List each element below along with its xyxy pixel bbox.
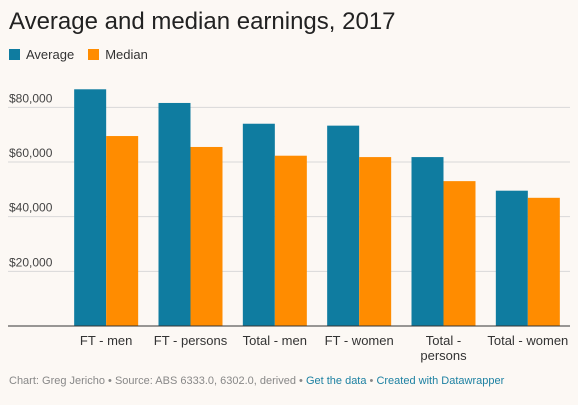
bar-average-0 xyxy=(74,89,107,326)
bar-median-5 xyxy=(527,197,560,326)
get-data-link[interactable]: Get the data xyxy=(305,375,367,387)
legend-item-average: Average xyxy=(9,47,74,62)
bar-median-2 xyxy=(274,155,307,326)
bar-median-4 xyxy=(443,181,476,326)
x-tick-label: FT - women xyxy=(325,333,394,348)
x-tick-label: Total - men xyxy=(243,333,307,348)
legend-swatch-median xyxy=(88,49,100,60)
bar-average-5 xyxy=(495,190,528,326)
x-tick-label: Total - women xyxy=(487,333,568,348)
bar-median-1 xyxy=(190,146,223,326)
chart-footer: Chart: Greg Jericho • Source: ABS 6333.0… xyxy=(9,375,504,387)
legend: Average Median xyxy=(9,47,162,62)
bar-average-2 xyxy=(242,123,275,326)
bar-average-4 xyxy=(411,157,444,326)
y-tick-label: $80,000 xyxy=(9,91,53,105)
created-with-link[interactable]: Created with Datawrapper xyxy=(376,375,505,387)
x-tick-label: FT - men xyxy=(80,333,133,348)
footer-separator: • xyxy=(366,375,377,387)
y-tick-label: $40,000 xyxy=(9,201,53,215)
legend-swatch-average xyxy=(9,49,20,60)
legend-label-median: Median xyxy=(105,47,148,62)
y-tick-label: $20,000 xyxy=(9,255,53,269)
footer-credit: Chart: Greg Jericho • Source: ABS 6333.0… xyxy=(9,375,306,387)
x-tick-label: FT - persons xyxy=(154,333,228,348)
bar-median-3 xyxy=(359,157,392,326)
legend-item-median: Median xyxy=(88,47,148,62)
x-tick-label: persons xyxy=(420,348,467,363)
x-tick-label: Total - xyxy=(426,333,461,348)
bar-average-3 xyxy=(327,125,360,326)
bar-average-1 xyxy=(158,102,191,327)
chart-title: Average and median earnings, 2017 xyxy=(9,8,396,35)
legend-label-average: Average xyxy=(26,47,75,62)
bar-median-0 xyxy=(106,136,139,326)
y-tick-label: $60,000 xyxy=(9,146,53,160)
